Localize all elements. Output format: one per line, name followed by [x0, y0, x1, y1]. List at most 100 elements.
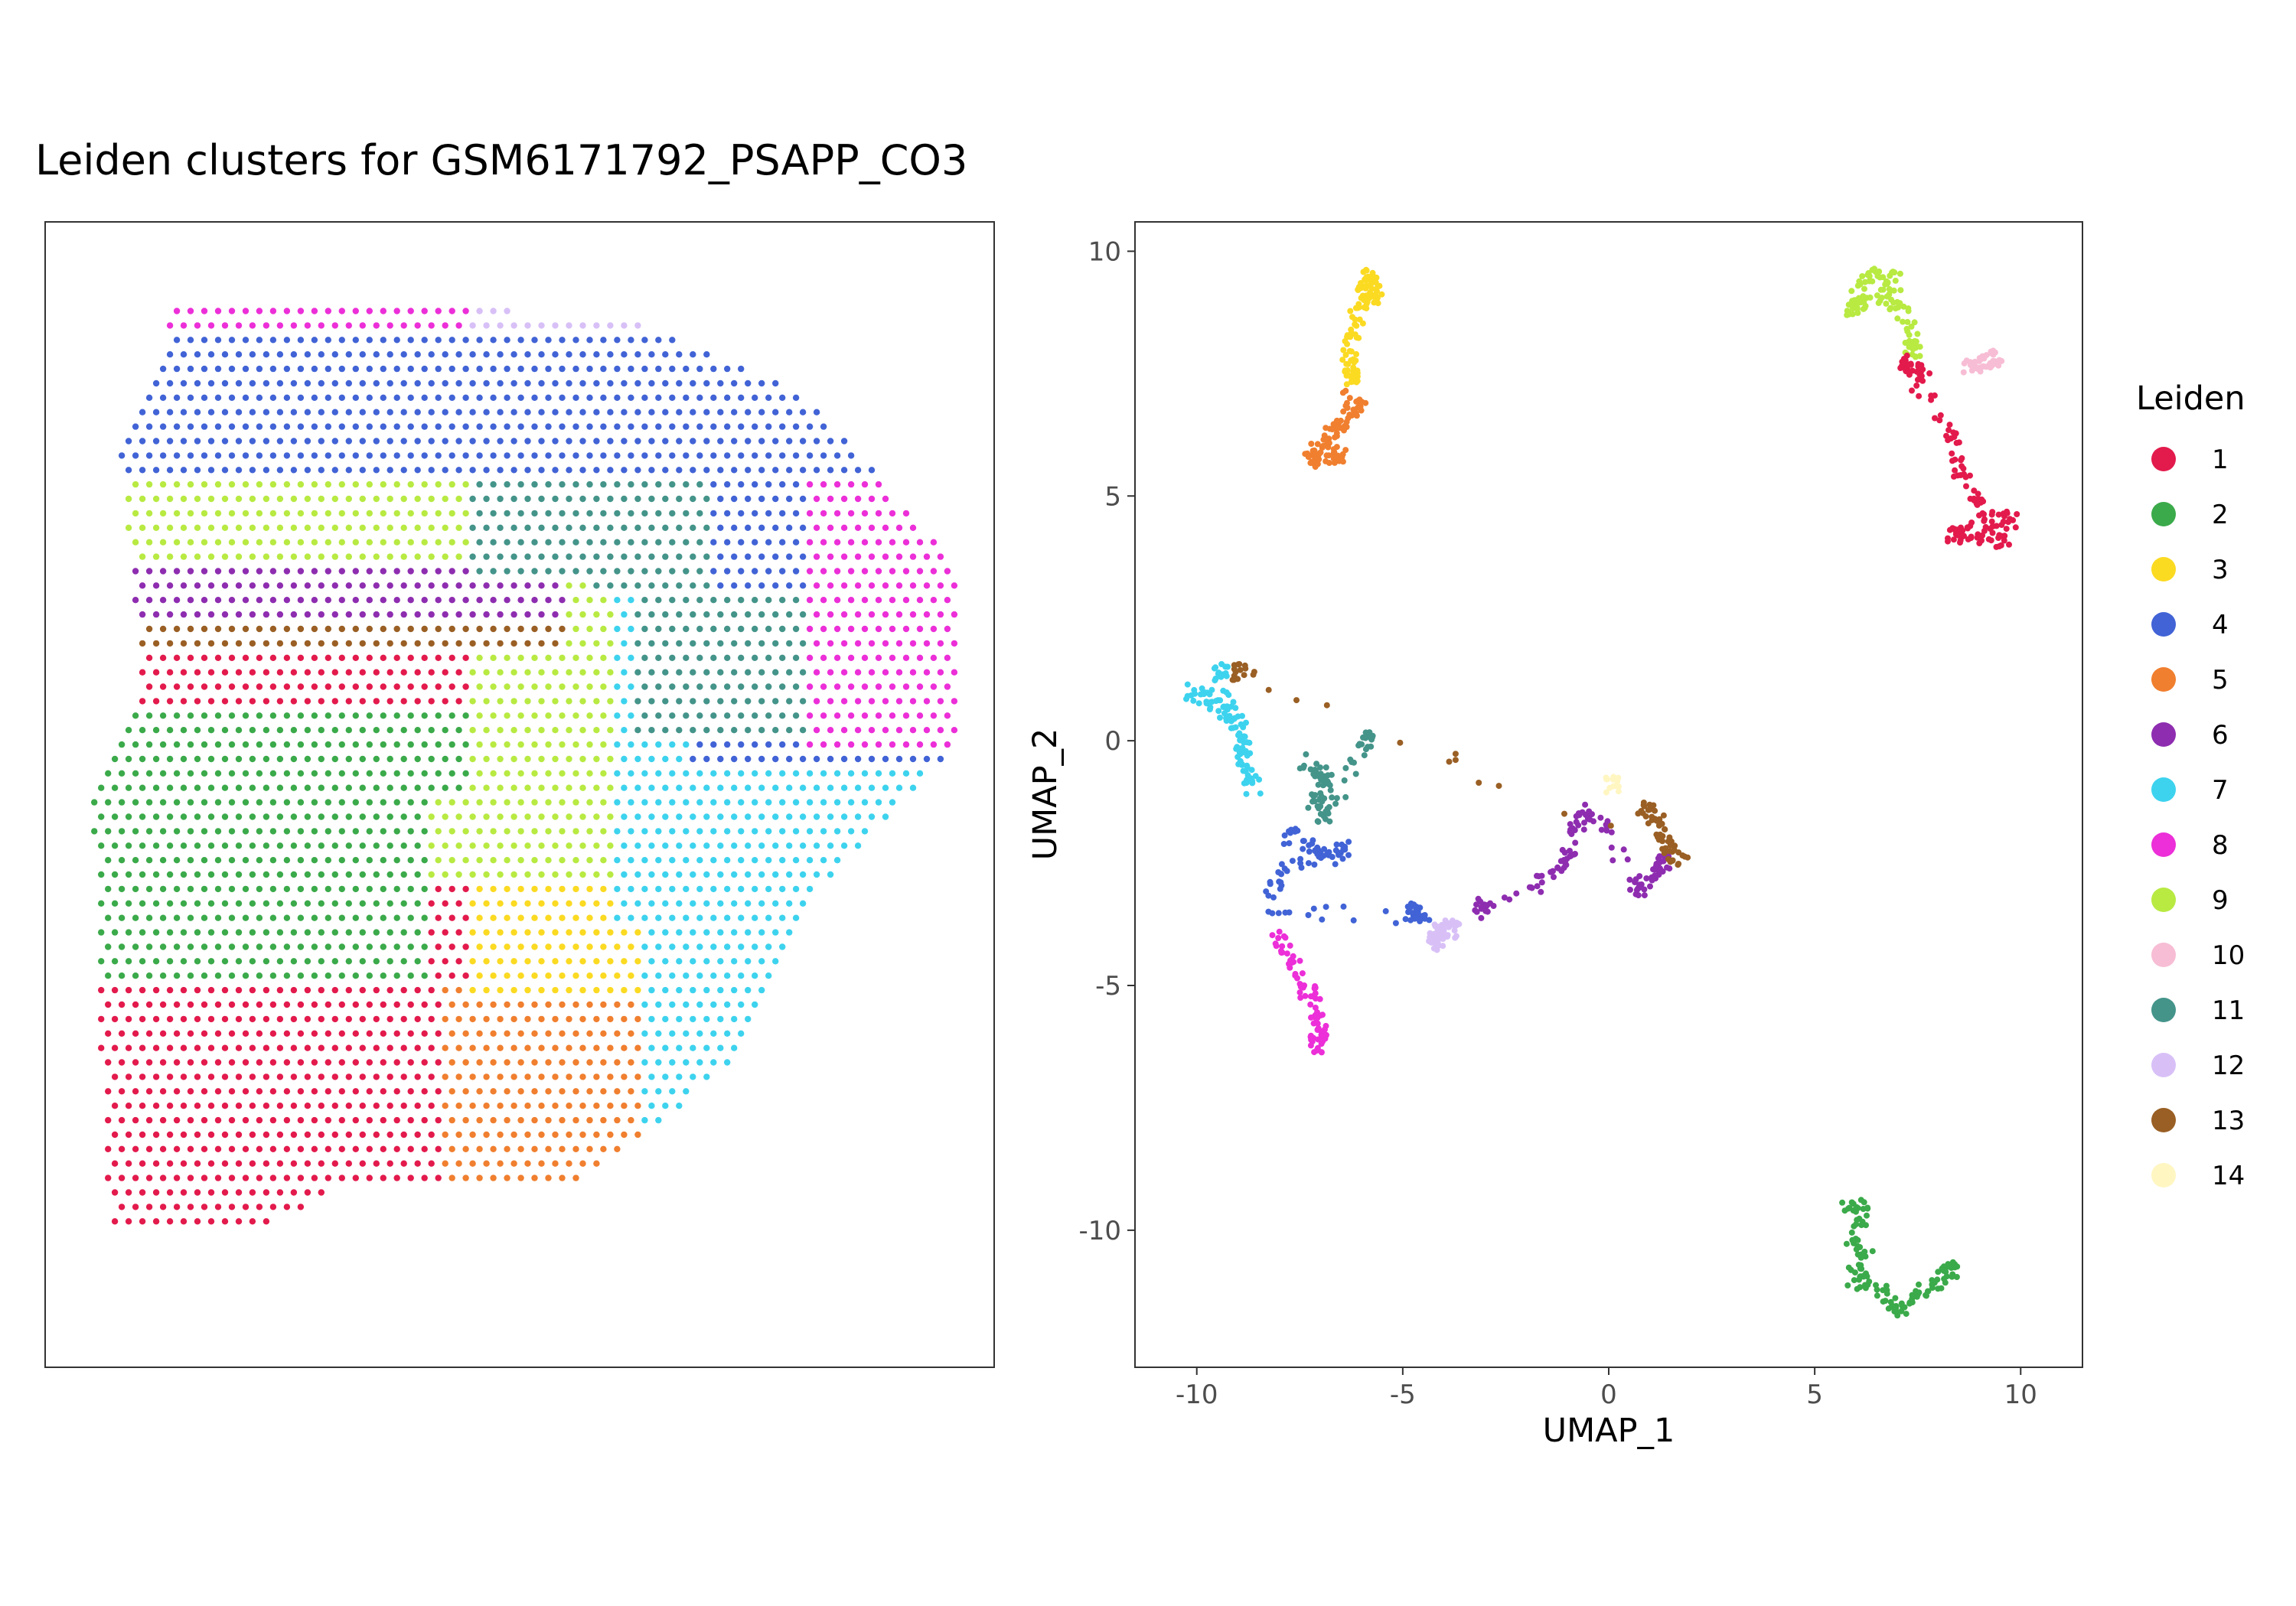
spatial-dot	[207, 1131, 215, 1139]
spatial-dot	[545, 1116, 552, 1124]
spatial-dot	[517, 452, 524, 459]
spatial-dot	[283, 337, 291, 344]
spatial-dot	[875, 712, 882, 719]
spatial-dot	[614, 1059, 621, 1066]
spatial-dot	[648, 986, 655, 994]
umap-point	[1362, 735, 1369, 741]
spatial-dot	[187, 712, 194, 719]
spatial-dot	[683, 539, 690, 546]
spatial-dot	[669, 654, 676, 661]
spatial-dot	[414, 958, 421, 965]
spatial-dot	[786, 929, 793, 936]
spatial-dot	[318, 380, 325, 387]
spatial-dot	[207, 871, 215, 878]
spatial-dot	[566, 698, 572, 705]
spatial-dot	[696, 741, 703, 748]
spatial-dot	[696, 972, 703, 979]
spatial-dot	[717, 871, 724, 878]
spatial-dot	[476, 423, 483, 430]
spatial-dot	[421, 943, 428, 950]
spatial-dot	[442, 553, 448, 560]
spatial-dot	[690, 1044, 696, 1051]
spatial-dot	[235, 755, 243, 763]
spatial-dot	[345, 495, 352, 503]
spatial-dot	[655, 972, 662, 979]
spatial-dot	[792, 480, 800, 488]
spatial-dot	[290, 813, 298, 820]
spatial-dot	[428, 698, 435, 705]
spatial-dot	[373, 409, 380, 415]
spatial-dot	[311, 1116, 318, 1124]
spatial-dot	[524, 784, 531, 791]
spatial-dot	[634, 958, 641, 965]
spatial-dot	[669, 972, 676, 979]
spatial-dot	[545, 423, 552, 430]
spatial-dot	[586, 741, 593, 748]
spatial-dot	[235, 1044, 243, 1051]
spatial-dot	[325, 365, 331, 373]
spatial-dot	[145, 770, 153, 777]
spatial-dot	[276, 640, 284, 647]
umap-point	[1402, 916, 1409, 923]
spatial-dot	[909, 755, 917, 763]
umap-point	[1645, 820, 1652, 827]
spatial-dot	[373, 640, 380, 647]
spatial-dot	[256, 857, 263, 864]
spatial-dot	[235, 1103, 243, 1109]
umap-point	[1534, 872, 1540, 879]
spatial-dot	[414, 784, 421, 791]
spatial-dot	[909, 669, 917, 676]
umap-point	[1998, 522, 2005, 528]
spatial-dot	[490, 1059, 497, 1066]
spatial-dot	[469, 842, 476, 849]
spatial-dot	[483, 380, 490, 387]
umap-point	[1854, 1204, 1861, 1210]
spatial-dot	[566, 755, 572, 763]
spatial-dot	[524, 380, 531, 387]
spatial-dot	[538, 322, 545, 329]
legend-label-5: 5	[2212, 665, 2229, 695]
spatial-dot	[166, 1218, 174, 1225]
spatial-dot	[572, 914, 579, 921]
spatial-dot	[476, 770, 483, 777]
spatial-dot	[235, 467, 243, 474]
spatial-dot	[393, 799, 400, 806]
spatial-dot	[331, 986, 338, 994]
umap-point	[1572, 839, 1579, 846]
spatial-dot	[813, 553, 820, 560]
spatial-dot	[194, 351, 201, 358]
spatial-dot	[207, 900, 215, 907]
spatial-dot	[311, 597, 318, 604]
umap-point	[1312, 767, 1319, 773]
umap-point	[1534, 883, 1541, 890]
spatial-dot	[669, 1088, 676, 1095]
spatial-dot	[345, 467, 352, 474]
spatial-dot	[201, 308, 208, 314]
spatial-dot	[758, 438, 765, 445]
spatial-dot	[552, 322, 559, 329]
spatial-dot	[297, 712, 305, 719]
spatial-dot	[325, 480, 331, 488]
spatial-dot	[297, 799, 305, 806]
spatial-dot	[207, 1044, 215, 1051]
spatial-dot	[738, 452, 745, 459]
spatial-dot	[510, 1015, 517, 1023]
spatial-dot	[283, 1001, 291, 1008]
spatial-dot	[366, 1001, 373, 1008]
spatial-dot	[600, 914, 607, 921]
spatial-dot	[710, 914, 717, 921]
spatial-dot	[641, 539, 648, 546]
spatial-dot	[98, 871, 105, 878]
umap-point	[1909, 339, 1916, 346]
umap-point	[1900, 303, 1907, 310]
legend-label-13: 13	[2212, 1106, 2245, 1136]
spatial-dot	[717, 380, 724, 387]
spatial-dot	[676, 698, 683, 705]
spatial-dot	[448, 1174, 455, 1181]
spatial-dot	[435, 943, 442, 950]
spatial-dot	[833, 683, 841, 690]
spatial-dot	[435, 799, 442, 806]
spatial-dot	[628, 654, 634, 661]
spatial-dot	[242, 972, 249, 979]
umap-point	[1426, 938, 1433, 944]
